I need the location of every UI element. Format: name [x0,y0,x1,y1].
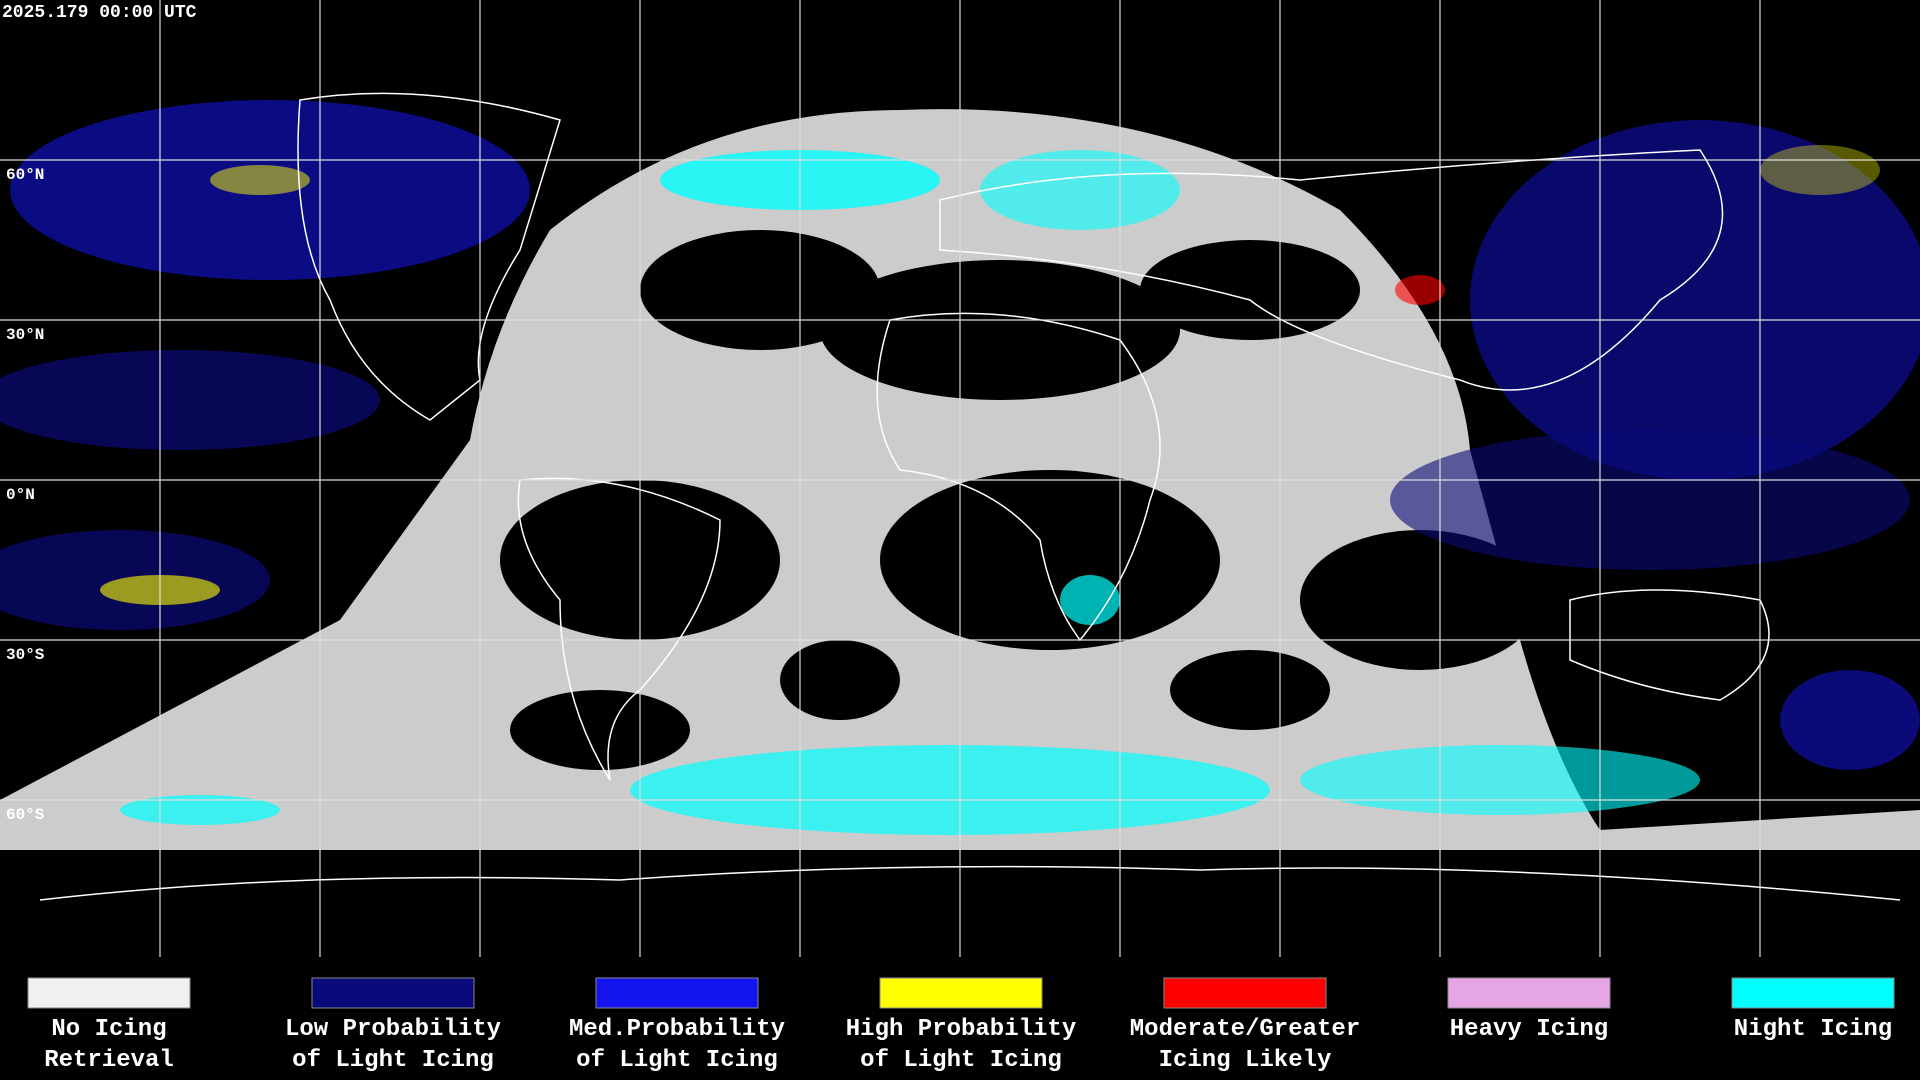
night-icing-area [1300,745,1700,815]
low-icing-area [1390,430,1910,570]
legend-label: of Light Icing [576,1047,778,1074]
low-icing-area [0,350,380,450]
clear-area [510,690,690,770]
latitude-label: 60°S [6,806,45,824]
clear-area [1300,530,1540,670]
night-icing-area [1060,575,1120,625]
legend-label: of Light Icing [860,1047,1062,1074]
clear-area [880,470,1220,650]
coastline [876,312,1161,642]
legend-label: Retrieval [44,1047,174,1074]
moderate-icing-area [1395,275,1445,305]
clear-area [640,230,880,350]
high-icing-area [210,165,310,195]
legend-label: High Probability [846,1016,1076,1043]
coastline [39,865,1901,901]
timestamp: 2025.179 00:00 UTC [2,3,197,23]
legend-label: Night Icing [1734,1016,1892,1043]
coastlines [39,92,1901,901]
legend-swatch [1731,977,1895,1009]
med-icing-area [1470,120,1920,480]
legend-swatch [879,977,1043,1009]
clear-area [820,260,1180,400]
clear-area [1140,240,1360,340]
latitude-label: 60°N [6,166,44,184]
coastline [1569,589,1770,701]
clear-area [780,640,900,720]
legend-label: of Light Icing [292,1047,494,1074]
legend-label: Low Probability [285,1016,501,1043]
latitude-label: 30°S [6,646,45,664]
night-icing-area [630,745,1270,835]
legend-swatch [595,977,759,1009]
latitude-label: 0°N [6,486,35,504]
legend-label: No Icing [51,1016,166,1043]
high-icing-area [1760,145,1880,195]
legend-swatch [1163,977,1327,1009]
legend-swatch [311,977,475,1009]
med-icing-area [1780,670,1920,770]
legend-swatch [27,977,191,1009]
latitude-label: 30°N [6,326,44,344]
legend-label: Moderate/Greater [1130,1016,1360,1043]
coastline [517,477,721,781]
night-icing-area [980,150,1180,230]
legend-swatch [1447,977,1611,1009]
coastline [939,149,1724,391]
legend-label: Icing Likely [1159,1047,1332,1074]
clear-area [1170,650,1330,730]
legend-label: Med.Probability [569,1016,785,1043]
legend-label: Heavy Icing [1450,1016,1608,1043]
